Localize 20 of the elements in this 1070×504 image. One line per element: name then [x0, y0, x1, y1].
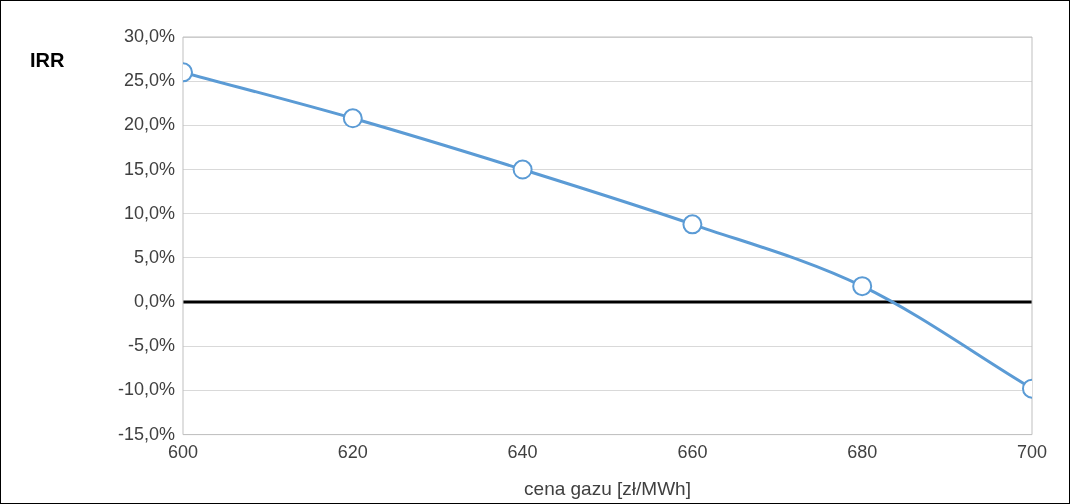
point	[512, 159, 533, 180]
y-tick-label: 5,0%	[133, 246, 175, 267]
x-tick-label: 620	[337, 442, 368, 463]
y-tick-label: 20,0%	[123, 114, 175, 135]
point	[682, 214, 703, 235]
y-tick-label: 15,0%	[123, 158, 175, 179]
y-tick-label: -15,0%	[117, 423, 175, 444]
y-tick-label: 0,0%	[133, 291, 175, 312]
y-tick-label: -5,0%	[127, 335, 175, 356]
x-axis-title: cena gazu [zł/MWh]	[524, 477, 691, 499]
x-tick-label: 700	[1016, 442, 1048, 463]
y-tick-label: 25,0%	[123, 70, 175, 91]
y-axis-title: IRR	[30, 48, 65, 71]
y-tick-label: 30,0%	[123, 25, 175, 46]
x-tick-label: 640	[507, 442, 538, 463]
x-tick-label: 600	[167, 442, 199, 463]
x-tick-label: 660	[677, 442, 708, 463]
y-tick-label: -10,0%	[117, 379, 175, 400]
y-tick-label: 10,0%	[123, 202, 175, 223]
x-tick-label: 680	[847, 442, 878, 463]
